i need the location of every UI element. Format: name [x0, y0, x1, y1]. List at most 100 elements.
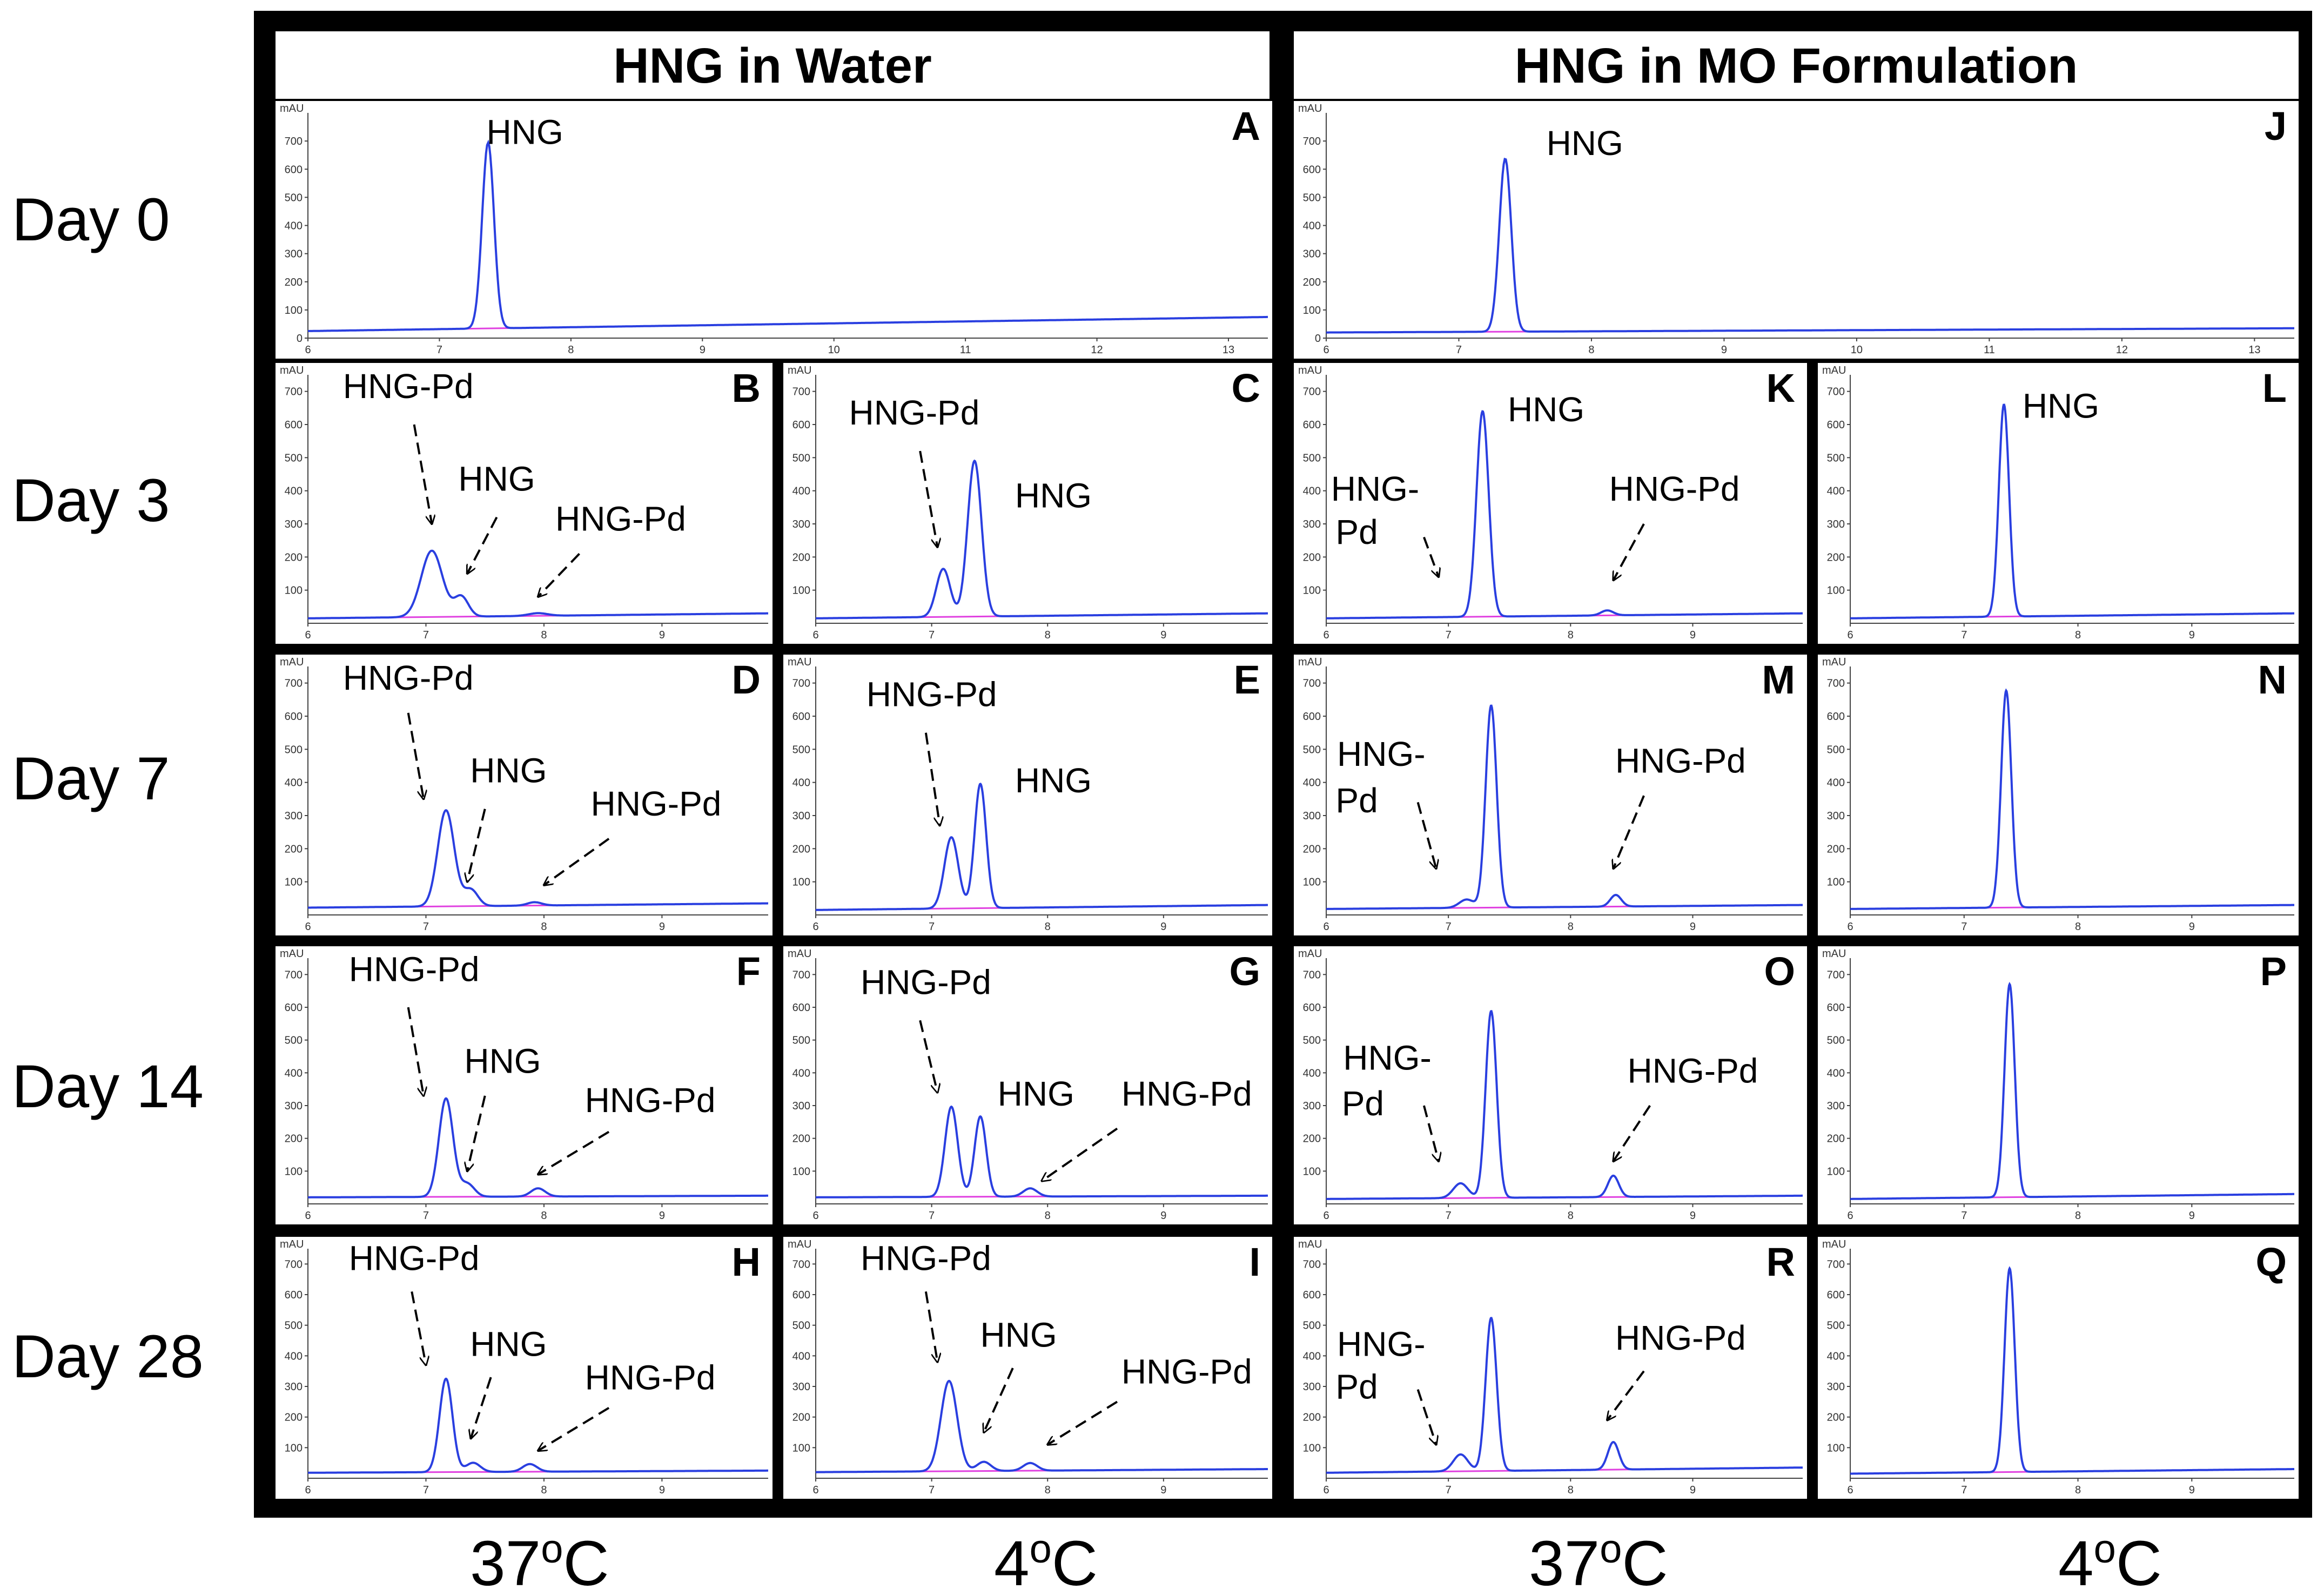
panel-letter-i: I	[1249, 1240, 1260, 1284]
x-tick-label: 7	[1446, 1210, 1452, 1222]
y-tick-label: 400	[285, 1067, 303, 1079]
y-tick-label: 700	[1303, 678, 1321, 690]
chromatogram-trace	[308, 1377, 768, 1474]
peak-annotation: HNG-Pd	[555, 499, 686, 538]
x-tick-label: 7	[929, 629, 935, 641]
peak-annotation: HNG	[487, 112, 563, 151]
y-unit-label: mAU	[1822, 948, 1846, 960]
x-tick-label: 6	[1323, 1210, 1329, 1222]
peak-annotation: HNG-Pd	[861, 1239, 991, 1278]
peak-annotation: HNG-Pd	[343, 658, 474, 697]
x-tick-label: 6	[1323, 1484, 1329, 1496]
y-tick-label: 100	[1303, 305, 1321, 316]
x-tick-label: 9	[1690, 1484, 1696, 1496]
annotation-arrow	[1047, 1400, 1118, 1444]
annotation-arrow	[467, 1095, 486, 1171]
peak-annotation: HNG	[464, 1041, 541, 1080]
peak-1	[1489, 1009, 1493, 1013]
x-tick-label: 8	[2075, 921, 2081, 933]
y-tick-label: 700	[285, 678, 303, 690]
y-tick-label: 100	[1303, 1166, 1321, 1177]
x-tick-label: 8	[541, 629, 547, 641]
panel-p: mAU 100 200 300 400 500 600 700 6 7 8 9 P	[1818, 946, 2299, 1224]
chromatogram-trace	[307, 139, 1268, 332]
annotation-arrow	[1042, 1127, 1118, 1181]
y-tick-label: 200	[1827, 551, 1845, 563]
x-tick-label: 8	[1568, 1484, 1574, 1496]
peak-3	[1611, 1440, 1615, 1444]
x-tick-label: 8	[1568, 921, 1574, 933]
panel-bg-m	[1294, 655, 1807, 935]
y-unit-label: mAU	[1298, 656, 1322, 668]
y-tick-label: 400	[792, 1067, 810, 1079]
panel-bg-b	[276, 363, 773, 644]
col-label-water-4c: 4oC	[994, 1526, 1098, 1596]
chromatogram-trace	[1850, 1266, 2294, 1475]
peak-2	[1606, 609, 1609, 612]
y-tick-label: 500	[1827, 744, 1845, 756]
x-tick-label: 10	[828, 344, 840, 356]
y-tick-label: 300	[1827, 518, 1845, 530]
panel-l: mAU 100 200 300 400 500 600 700 6 7 8 9 L HNG	[1818, 363, 2299, 644]
y-tick-label: 700	[1827, 969, 1845, 981]
header-mo: HNG in MO Formulation	[1515, 38, 2078, 93]
x-tick-label: 7	[929, 1210, 935, 1222]
header-water: HNG in Water	[613, 38, 932, 93]
panel-letter-n: N	[2258, 657, 2287, 702]
annotation-arrow	[1613, 523, 1645, 580]
panel-letter-b: B	[732, 366, 761, 410]
x-tick-label: 6	[812, 1210, 818, 1222]
y-tick-label: 700	[285, 386, 303, 398]
y-tick-label: 500	[285, 192, 303, 204]
x-tick-label: 7	[1446, 1484, 1452, 1496]
y-tick-label: 100	[792, 1166, 810, 1177]
chromatogram-trace	[1326, 410, 1803, 619]
y-tick-label: 700	[792, 678, 810, 690]
y-tick-label: 200	[792, 551, 810, 563]
y-tick-label: 300	[1303, 518, 1321, 530]
peak-annotation: HNG-Pd	[1628, 1052, 1758, 1090]
svg-text:37oC: 37oC	[1529, 1526, 1668, 1596]
x-tick-label: 7	[423, 1484, 429, 1496]
y-tick-label: 300	[285, 1100, 303, 1112]
peak-1	[1489, 1316, 1493, 1319]
y-tick-label: 200	[1303, 1133, 1321, 1145]
panel-letter-j: J	[2265, 104, 2287, 149]
x-tick-label: 6	[305, 629, 311, 641]
peak-annotation: HNG-Pd	[585, 1358, 716, 1397]
panel-letter-a: A	[1232, 104, 1260, 149]
peak-annotation: HNG-Pd	[349, 949, 480, 988]
peak-annotation: HNG	[2023, 387, 2099, 426]
panel-n: mAU 100 200 300 400 500 600 700 6 7 8 9 N	[1818, 655, 2299, 935]
x-tick-label: 7	[1961, 629, 1967, 641]
peak-annotation: Pd	[1335, 781, 1378, 820]
annotation-arrow	[471, 1377, 492, 1438]
col-label-mo-37c: 37oC	[1529, 1526, 1668, 1596]
panel-letter-k: K	[1766, 366, 1795, 410]
panel-letter-g: G	[1229, 949, 1260, 994]
y-tick-label: 400	[792, 486, 810, 497]
annotation-arrow	[544, 838, 610, 885]
annotation-arrow	[984, 1368, 1014, 1432]
y-unit-label: mAU	[1298, 365, 1322, 376]
y-tick-label: 700	[1303, 136, 1321, 147]
y-tick-label: 300	[285, 1381, 303, 1393]
y-tick-label: 400	[792, 777, 810, 789]
y-tick-label: 600	[285, 1002, 303, 1014]
y-tick-label: 100	[1827, 1442, 1845, 1454]
y-tick-label: 100	[285, 585, 303, 597]
x-tick-label: 7	[1961, 1210, 1967, 1222]
y-tick-label: 400	[1827, 1350, 1845, 1362]
y-unit-label: mAU	[1822, 656, 1846, 668]
x-tick-label: 13	[2248, 344, 2260, 356]
y-tick-label: 500	[1303, 744, 1321, 756]
y-tick-label: 500	[1303, 452, 1321, 464]
y-tick-label: 500	[1303, 192, 1321, 204]
peak-1	[430, 549, 433, 553]
panel-bg-l	[1818, 363, 2299, 644]
x-tick-label: 11	[1984, 344, 1995, 356]
x-tick-label: 12	[1091, 344, 1103, 356]
